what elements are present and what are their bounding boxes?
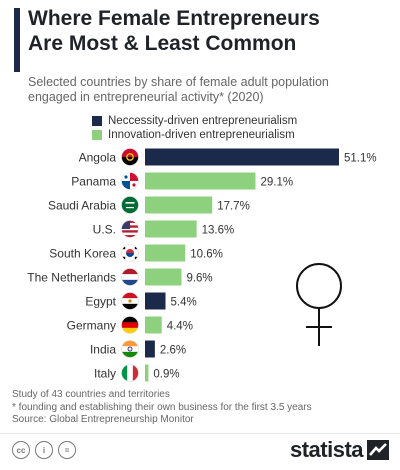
angola-flag-icon xyxy=(121,148,139,166)
subtitle-line-1: Selected countries by share of female ad… xyxy=(28,75,329,89)
bar xyxy=(145,340,155,358)
legend-label-necessity: Neccessity-driven entrepreneurialism xyxy=(108,115,298,127)
bar xyxy=(145,172,256,190)
footer-line-2: * founding and establishing their own bu… xyxy=(12,401,312,413)
netherlands-flag-icon xyxy=(121,268,139,286)
value-label: 2.6% xyxy=(160,345,186,357)
legend-item-innovation: Innovation-driven entrepreneurialism xyxy=(92,128,297,142)
category-label: Egypt xyxy=(85,295,116,309)
bar-row: U.S. 13.6% xyxy=(93,220,235,238)
value-label: 10.6% xyxy=(190,249,223,261)
legend: Neccessity-driven entrepreneurialism Inn… xyxy=(92,114,297,142)
bar-row: India 2.6% xyxy=(90,340,186,358)
value-label: 4.4% xyxy=(167,321,193,333)
panama-flag-icon xyxy=(121,172,139,190)
egypt-flag-icon xyxy=(121,292,139,310)
bar-row: The Netherlands 9.6% xyxy=(27,268,213,286)
subtitle-line-2: engaged in entrepreneurial activity* (20… xyxy=(28,90,264,104)
bar-chart: Angola 51.1% Panama 29.1% Saudi Arabia 17.7% U… xyxy=(27,148,377,382)
category-label: Panama xyxy=(71,175,116,189)
statista-logo[interactable]: statista xyxy=(290,437,390,463)
footer-notes: Study of 43 countries and territories * … xyxy=(12,389,312,427)
statista-logo-text: statista xyxy=(290,437,364,462)
value-label: 51.1% xyxy=(344,153,377,165)
india-flag-icon xyxy=(121,340,139,358)
license-icons: cc i = xyxy=(12,441,76,459)
statista-logo-mark-icon xyxy=(367,440,390,460)
chart-title: Where Female Entrepreneurs Are Most & Le… xyxy=(28,6,388,56)
female-symbol-icon xyxy=(296,263,342,346)
value-label: 9.6% xyxy=(186,273,212,285)
value-label: 29.1% xyxy=(260,177,293,189)
legend-swatch-necessity xyxy=(92,116,102,126)
bar xyxy=(145,292,166,310)
legend-item-necessity: Neccessity-driven entrepreneurialism xyxy=(92,114,297,128)
bar xyxy=(145,316,162,334)
germany-flag-icon xyxy=(121,316,139,334)
value-label: 0.9% xyxy=(153,369,179,381)
bar xyxy=(145,364,149,382)
category-label: India xyxy=(90,343,116,357)
south-korea-flag-icon xyxy=(121,244,139,262)
value-label: 17.7% xyxy=(217,201,250,213)
chart-subtitle: Selected countries by share of female ad… xyxy=(28,75,388,105)
legend-swatch-innovation xyxy=(92,130,102,140)
footer-line-1: Study of 43 countries and territories xyxy=(12,389,170,400)
bar-row: Italy 0.9% xyxy=(94,364,180,382)
bar xyxy=(145,268,182,286)
value-label: 13.6% xyxy=(202,225,235,237)
bar xyxy=(145,148,339,166)
no-derivatives-icon[interactable]: = xyxy=(58,441,76,459)
bar-row: Saudi Arabia 17.7% xyxy=(48,196,250,214)
bar xyxy=(145,220,197,238)
category-label: Germany xyxy=(67,319,116,333)
saudi-arabia-flag-icon xyxy=(121,196,139,214)
usa-flag-icon xyxy=(121,220,139,238)
bar-row: Angola 51.1% xyxy=(79,148,377,166)
category-label: The Netherlands xyxy=(27,271,116,285)
bar xyxy=(145,244,186,262)
footer-line-3: Source: Global Entrepreneurship Monitor xyxy=(12,414,194,425)
bar-row: South Korea 10.6% xyxy=(49,244,223,262)
creative-commons-icon[interactable]: cc xyxy=(12,441,30,459)
title-line-1: Where Female Entrepreneurs xyxy=(28,7,320,30)
title-line-2: Are Most & Least Common xyxy=(28,32,297,55)
category-label: South Korea xyxy=(49,247,116,261)
italy-flag-icon xyxy=(121,364,139,382)
bar-row: Egypt 5.4% xyxy=(85,292,197,310)
value-label: 5.4% xyxy=(171,297,197,309)
category-label: U.S. xyxy=(93,223,116,237)
category-label: Italy xyxy=(94,367,116,381)
category-label: Saudi Arabia xyxy=(48,199,116,213)
legend-label-innovation: Innovation-driven entrepreneurialism xyxy=(108,129,295,141)
attribution-icon[interactable]: i xyxy=(35,441,53,459)
footer-divider xyxy=(0,433,400,434)
bar xyxy=(145,196,213,214)
category-label: Angola xyxy=(79,151,117,165)
bar-row: Panama 29.1% xyxy=(71,172,293,190)
title-accent-bar xyxy=(14,8,20,72)
bar-row: Germany 4.4% xyxy=(67,316,193,334)
